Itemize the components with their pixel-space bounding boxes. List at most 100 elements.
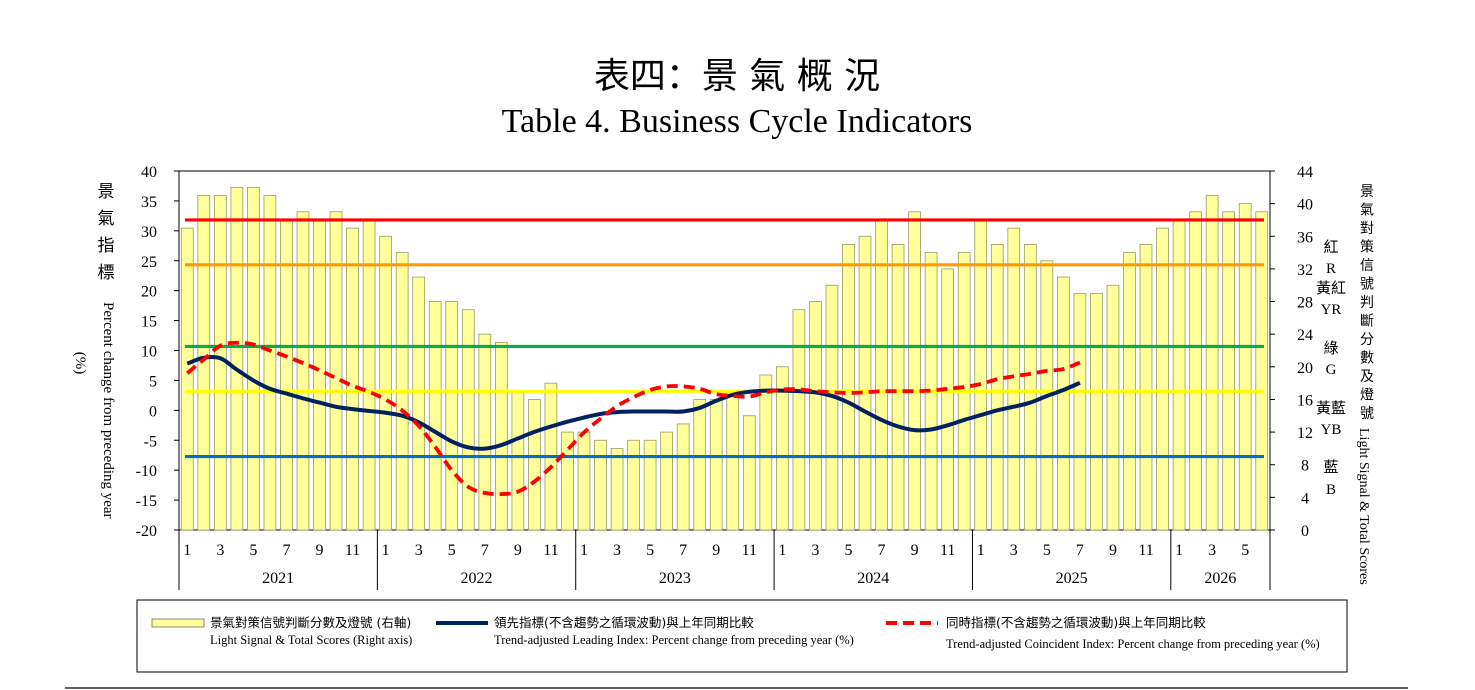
- right-tick-label: 24: [1297, 327, 1313, 344]
- month-tick-label: 3: [811, 542, 819, 559]
- right-tick-label: 0: [1301, 523, 1309, 540]
- right-axis-char: 氣: [1360, 203, 1374, 219]
- score-bar: [1255, 211, 1269, 531]
- signal-label-zh: 藍: [1323, 458, 1338, 476]
- month-tick-label: 7: [878, 542, 886, 559]
- score-bar: [313, 219, 326, 531]
- right-tick-label: 44: [1297, 164, 1313, 181]
- legend-label-en: Trend-adjusted Coincident Index: Percent…: [946, 637, 1320, 651]
- month-tick-label: 5: [844, 542, 852, 559]
- score-bar: [627, 439, 640, 531]
- score-bar: [643, 439, 657, 531]
- left-axis-char: 指: [98, 236, 115, 256]
- month-tick-label: 9: [316, 542, 324, 559]
- score-bar: [1222, 211, 1236, 531]
- score-bar: [1238, 203, 1252, 531]
- right-axis-char: 判: [1360, 295, 1374, 311]
- score-bar: [792, 309, 806, 531]
- right-axis-char: 分: [1360, 332, 1374, 348]
- year-label: 2022: [461, 570, 493, 587]
- left-axis-label-en: Percent change from preceding year: [100, 302, 116, 519]
- score-bar: [1023, 244, 1037, 531]
- signal-labels: 紅R 黃紅 YR 綠G 黃藍 YB 藍B: [1316, 238, 1346, 498]
- right-tick-label: 28: [1297, 295, 1313, 312]
- month-tick-label: 3: [415, 542, 423, 559]
- score-bar: [842, 244, 855, 531]
- month-tick-label: 11: [345, 542, 360, 559]
- month-tick-label: 11: [742, 542, 757, 559]
- legend-label-zh: 景氣對策信號判斷分數及燈號 (右軸): [210, 615, 411, 630]
- score-bar: [1106, 284, 1120, 531]
- month-tick-label: 9: [712, 542, 720, 559]
- score-bar: [280, 219, 293, 531]
- left-tick-label: -10: [136, 463, 157, 480]
- legend-frame: [136, 599, 1348, 673]
- score-bar: [528, 399, 541, 531]
- score-bar: [990, 244, 1004, 531]
- legend-label-zh: 領先指標(不含趨勢之循環波動)與上年同期比較: [494, 615, 754, 630]
- score-bar: [676, 423, 690, 531]
- signal-label-en: R: [1326, 261, 1336, 277]
- left-tick-label: 30: [141, 224, 157, 241]
- score-bar: [263, 195, 277, 531]
- month-tick-label: 1: [382, 542, 390, 559]
- legend-label-en: Trend-adjusted Leading Index: Percent ch…: [494, 633, 854, 647]
- score-bar: [1057, 276, 1070, 531]
- month-tick-label: 7: [282, 542, 290, 559]
- score-bar: [742, 415, 756, 531]
- left-tick-label: 25: [141, 254, 157, 271]
- score-bar: [594, 439, 607, 531]
- score-bar: [346, 227, 359, 531]
- score-bar: [1156, 227, 1169, 531]
- score-bar: [247, 186, 260, 531]
- score-bar: [511, 390, 525, 531]
- month-tick-label: 3: [216, 542, 224, 559]
- month-tick-label: 5: [646, 542, 654, 559]
- left-axis-unit: (%): [72, 352, 88, 375]
- month-tick-label: 3: [1010, 542, 1018, 559]
- score-bar: [693, 399, 707, 531]
- score-bar: [494, 341, 508, 531]
- right-tick-label: 20: [1297, 360, 1313, 377]
- month-tick-label: 7: [679, 542, 687, 559]
- month-tick-label: 3: [1208, 542, 1216, 559]
- score-bar: [1090, 292, 1103, 531]
- month-tick-label: 5: [1241, 542, 1249, 559]
- right-tick-label: 16: [1297, 392, 1313, 409]
- right-axis-char: 景: [1360, 184, 1374, 200]
- right-tick-label: 40: [1297, 197, 1313, 214]
- signal-label-zh: 黃藍: [1316, 399, 1346, 417]
- plot-area: -20-15-10-505101520253035400481216202428…: [136, 164, 1313, 590]
- month-tick-label: 11: [940, 542, 955, 559]
- score-bar: [1007, 227, 1021, 531]
- left-tick-label: 40: [141, 164, 157, 181]
- month-tick-label: 3: [613, 542, 621, 559]
- month-tick-label: 7: [1076, 542, 1084, 559]
- score-bar: [825, 284, 839, 531]
- score-bar: [1189, 211, 1202, 531]
- score-bar: [891, 244, 905, 531]
- signal-label-en: B: [1326, 482, 1336, 498]
- month-tick-label: 5: [249, 542, 257, 559]
- score-bar: [660, 431, 673, 531]
- score-bar: [296, 211, 310, 531]
- leading-index-line: [186, 354, 1081, 451]
- score-bar: [329, 211, 343, 531]
- left-tick-label: -5: [144, 433, 157, 450]
- right-axis-char: 號: [1360, 277, 1374, 293]
- score-bar: [230, 186, 244, 531]
- score-bar: [1205, 195, 1219, 531]
- score-bar: [577, 431, 591, 531]
- month-tick-label: 5: [1043, 542, 1051, 559]
- signal-label-zh: 綠: [1323, 339, 1338, 357]
- right-axis-char: 及: [1360, 369, 1374, 385]
- month-tick-label: 11: [543, 542, 558, 559]
- right-axis-char: 對: [1360, 221, 1374, 237]
- month-tick-label: 1: [977, 542, 985, 559]
- chart-title-zh: 表四：景 氣 概 況: [594, 56, 880, 97]
- score-bar: [1073, 292, 1087, 531]
- left-axis-char: 氣: [98, 209, 115, 229]
- left-tick-label: -15: [136, 493, 157, 510]
- year-label: 2021: [262, 570, 294, 587]
